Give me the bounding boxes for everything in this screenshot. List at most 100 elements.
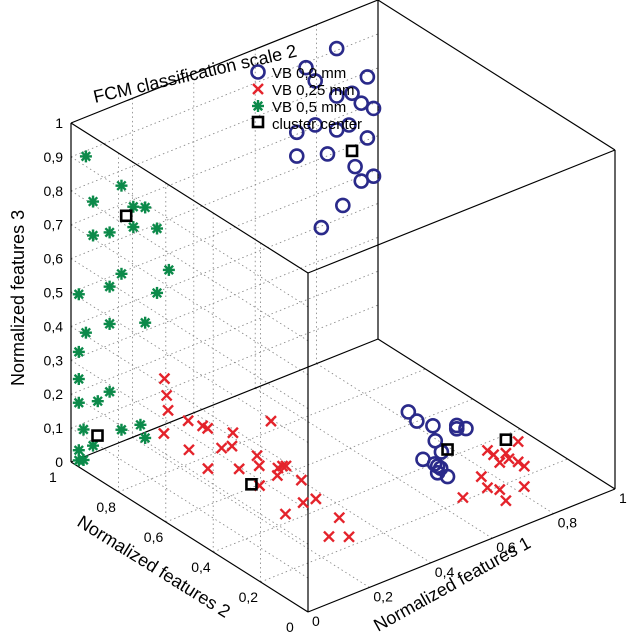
grid-line [70,101,379,226]
data-point-asterisk [115,423,128,436]
grid-line [132,437,370,588]
z-tick-label: 0 [55,454,63,470]
data-point-circle [288,124,305,141]
data-point-circle [328,88,345,104]
data-point-asterisk [87,195,100,208]
z-tick-label: 0,7 [44,217,64,233]
data-point-x [518,480,531,493]
data-point-asterisk [77,453,90,466]
data-point-circle [313,219,330,236]
data-point-x [201,422,214,435]
grid-line [70,258,309,409]
data-point-x [295,474,308,486]
y-tick-label: 0,4 [191,559,211,575]
data-point-circle [298,59,314,76]
y-tick-label: 1 [49,469,57,485]
legend-asterisk-marker [252,100,264,112]
data-point-x [162,404,174,417]
box-edge [377,338,616,490]
cluster-center-square [245,478,258,491]
legend-label: VB 0,0 mm [272,65,346,82]
grid-line [254,387,493,539]
data-point-circle [365,100,382,117]
grid-line [70,33,379,158]
data-point-circle [307,117,324,133]
data-point-x [493,483,506,496]
data-point-x [503,452,515,465]
data-point-circle [344,85,360,102]
grid-line [70,190,309,342]
z-tick-label: 0,2 [44,386,64,402]
data-point-circle [400,404,417,420]
grid-line [165,398,473,523]
x-tick-label: 0,2 [373,588,393,604]
data-point-asterisk [139,431,152,444]
data-point-circle [448,417,465,434]
y-tick-label: 0,6 [144,529,164,545]
data-point-circle [319,146,336,162]
data-point-x [297,496,309,509]
data-point-x [265,415,277,427]
grid-line [70,156,309,308]
data-point-x [280,460,292,472]
y-tick-label: 0 [286,619,294,632]
data-point-asterisk [91,395,104,408]
data-point-asterisk [77,423,90,436]
data-point-x [518,460,531,473]
data-point-asterisk [87,229,100,242]
x-tick-label: 0,4 [435,564,455,580]
data-point-x [233,463,246,475]
box-edge [70,461,309,613]
cluster-center-square [119,209,133,223]
data-point-x [226,440,238,453]
data-point-x [202,462,214,475]
data-point-asterisk [151,222,164,235]
cluster-center-square [499,433,513,446]
data-point-x [160,389,173,402]
z-tick-label: 0,8 [44,183,64,199]
data-point-circle [341,117,357,133]
data-point-x [276,460,289,472]
box-edge [70,122,309,274]
grid-line [70,270,379,395]
data-point-asterisk [79,150,92,163]
data-point-x [271,469,284,482]
x-axis-label: Normalized features 1 [370,533,534,632]
tick-labels: 00,20,40,60,8100,20,40,60,8100,10,20,30,… [44,115,627,632]
legend-label: VB 0,25 mm [272,82,355,99]
data-point-circle [425,417,441,434]
data-point-x [251,449,263,462]
data-point-x [500,447,512,460]
data-marks [72,40,531,543]
grid-line [70,135,379,259]
data-point-asterisk [162,263,175,276]
legend-label: cluster center [272,116,362,133]
grid-line [316,363,554,514]
z-tick-label: 1 [55,115,63,131]
cluster-center-square [91,429,104,442]
axes-box [70,0,616,613]
grid-line [70,224,309,376]
data-point-x [215,442,228,454]
y-tick-label: 0,2 [239,589,259,605]
data-point-x [323,530,335,543]
data-point-x [182,414,194,427]
legend-item-vb-0-5: VB 0,5 mm [252,99,346,116]
data-point-x [481,481,494,494]
grid-line [70,67,379,192]
box-edge [307,488,616,613]
grid-line [193,412,432,564]
legend-item-cluster-center: cluster center [251,115,362,133]
data-point-asterisk [115,179,128,192]
data-point-asterisk [72,288,85,301]
data-point-circle [288,148,305,164]
data-point-x [500,494,512,507]
data-point-circle [359,130,376,146]
data-point-asterisk [72,345,85,358]
grid-lines [70,24,568,588]
x-tick-label: 1 [619,490,627,506]
z-tick-label: 0,4 [44,318,64,334]
grid-line [70,427,309,579]
grid-line [70,359,309,511]
